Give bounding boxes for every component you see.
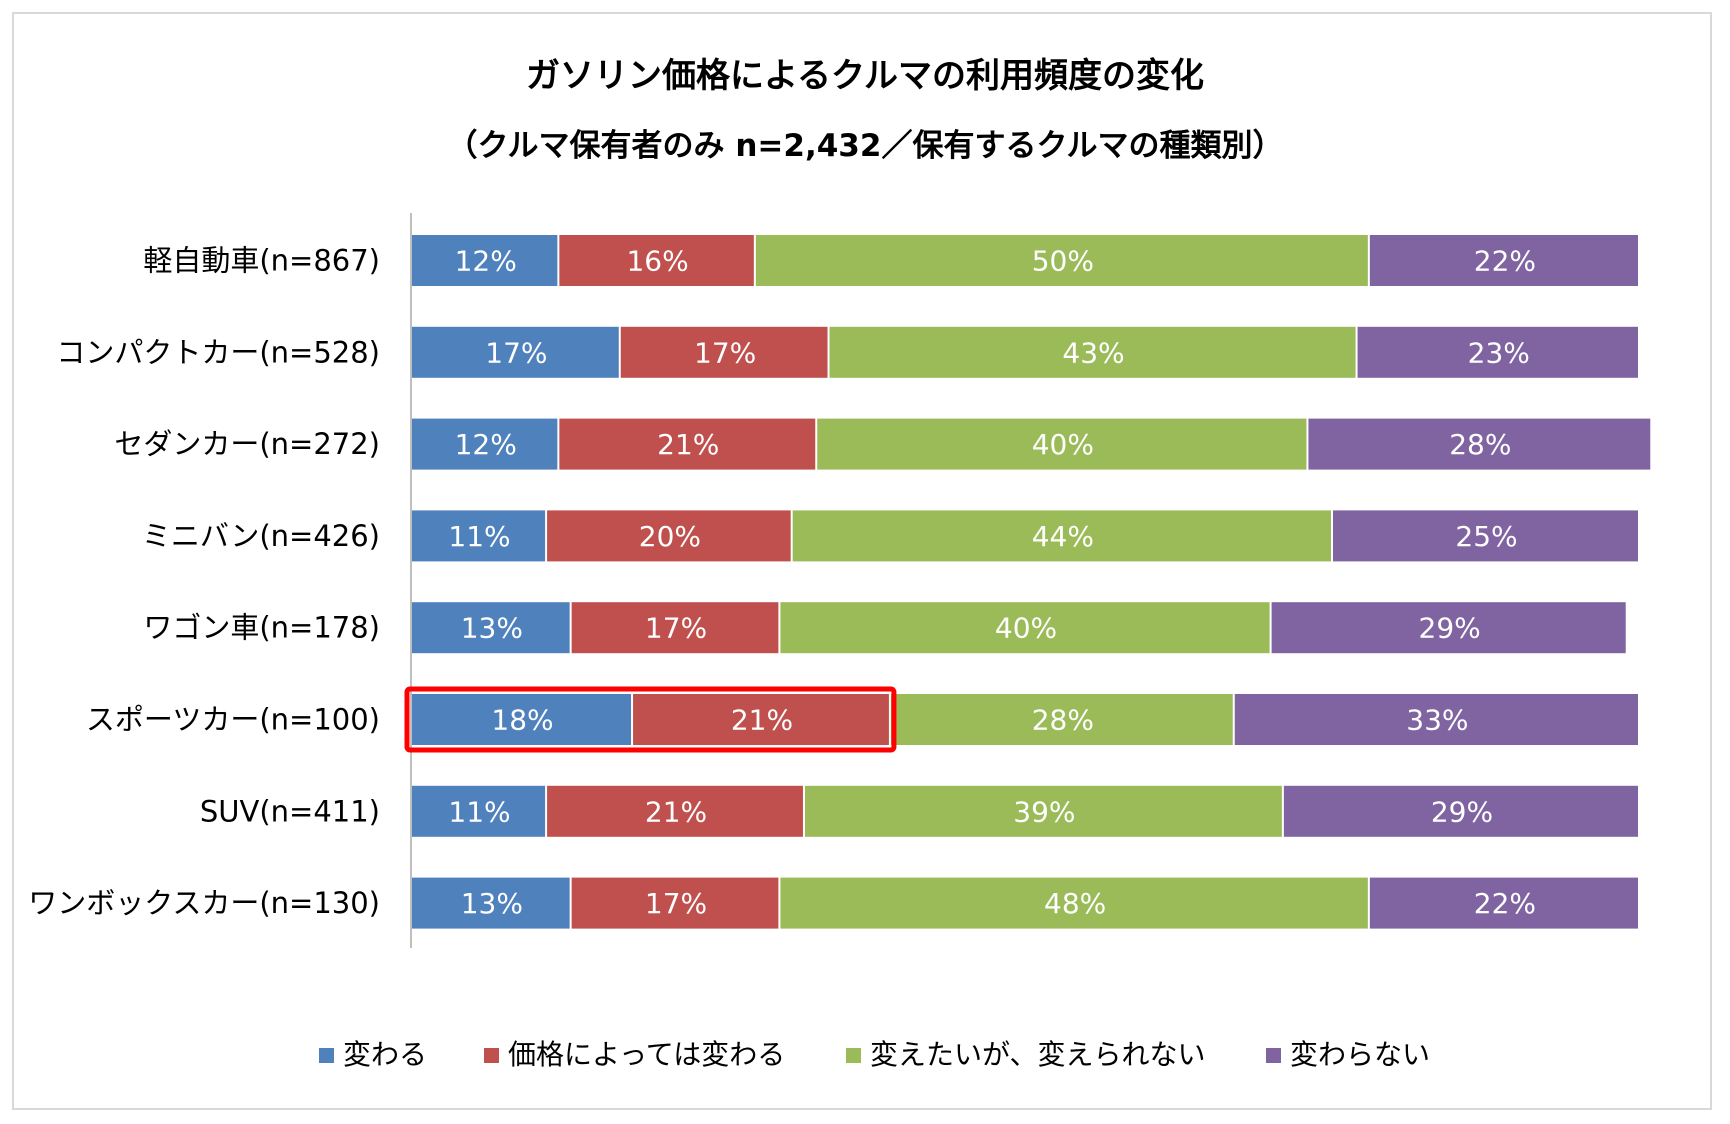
- category-label: 軽自動車(n=867): [143, 244, 380, 278]
- data-label: 12%: [455, 428, 517, 461]
- category-label: ミニバン(n=426): [142, 519, 380, 553]
- bar-segment: [412, 418, 558, 470]
- chart-title: ガソリン価格によるクルマの利用頻度の変化: [526, 56, 1204, 96]
- data-label: 21%: [645, 795, 707, 828]
- legend-label: 変わらない: [1290, 1038, 1430, 1071]
- data-label: 40%: [995, 612, 1057, 645]
- bar-segment: [412, 785, 546, 837]
- legend-swatch: [1266, 1048, 1281, 1063]
- legend-label: 変えたいが、変えられない: [870, 1038, 1205, 1071]
- data-label: 11%: [448, 795, 510, 828]
- data-label: 44%: [1032, 520, 1094, 553]
- data-label: 13%: [461, 612, 523, 645]
- data-label: 22%: [1474, 245, 1536, 278]
- bar-segment: [1308, 418, 1651, 470]
- data-label: 22%: [1474, 887, 1536, 920]
- bar-segment: [547, 510, 791, 562]
- bar-segment: [412, 694, 632, 745]
- chart-subtitle: （クルマ保有者のみ n=2,432／保有するクルマの種類別）: [446, 128, 1284, 164]
- bar-segment: [1369, 877, 1638, 929]
- bar-segment: [571, 877, 779, 929]
- bar-segment: [804, 785, 1282, 837]
- legend-swatch: [484, 1048, 499, 1063]
- bar-segment: [559, 418, 816, 470]
- data-label: 33%: [1406, 704, 1468, 737]
- bar-segment: [1283, 785, 1638, 837]
- bar-segment: [1369, 235, 1638, 286]
- data-label: 17%: [694, 336, 756, 369]
- data-label: 23%: [1468, 336, 1530, 369]
- data-label: 20%: [639, 520, 701, 553]
- bar-segment: [1333, 510, 1638, 562]
- bar-segment: [412, 877, 570, 929]
- bar-segment: [547, 785, 803, 837]
- category-label: ワンボックスカー(n=130): [28, 886, 380, 920]
- bar-segment: [1357, 326, 1638, 378]
- bar-segment: [412, 602, 570, 654]
- data-label: 28%: [1032, 704, 1094, 737]
- bar-segment: [412, 235, 558, 286]
- data-label: 28%: [1449, 428, 1511, 461]
- data-label: 29%: [1419, 612, 1481, 645]
- data-label: 12%: [455, 245, 517, 278]
- legend-label: 価格によっては変わる: [508, 1038, 785, 1071]
- bar-segment: [412, 510, 546, 562]
- data-label: 40%: [1032, 428, 1094, 461]
- category-label: セダンカー(n=272): [114, 427, 380, 461]
- bar-segment: [1234, 694, 1638, 745]
- data-label: 18%: [491, 704, 553, 737]
- data-label: 13%: [461, 887, 523, 920]
- bar-segment: [412, 326, 619, 378]
- data-label: 21%: [731, 704, 793, 737]
- bar-segment: [755, 235, 1368, 286]
- data-label: 29%: [1431, 795, 1493, 828]
- bar-segment: [792, 510, 1331, 562]
- bar-segment: [817, 418, 1307, 470]
- bar-segment: [829, 326, 1356, 378]
- data-label: 11%: [448, 520, 510, 553]
- data-label: 25%: [1455, 520, 1517, 553]
- bar-segment: [780, 602, 1270, 654]
- category-label: SUV(n=411): [200, 794, 380, 828]
- data-label: 43%: [1062, 336, 1124, 369]
- legend-label: 変わる: [343, 1038, 427, 1071]
- bar-segment: [620, 326, 828, 378]
- bar-segment: [780, 877, 1368, 929]
- category-label: スポーツカー(n=100): [86, 703, 380, 737]
- data-label: 48%: [1044, 887, 1106, 920]
- data-label: 17%: [485, 336, 547, 369]
- data-label: 21%: [657, 428, 719, 461]
- bar-segment: [571, 602, 779, 654]
- category-label: コンパクトカー(n=528): [56, 335, 380, 369]
- highlight-box: [404, 686, 897, 753]
- bar-segment: [633, 694, 889, 745]
- bar-segment: [559, 235, 754, 286]
- category-label: ワゴン車(n=178): [143, 611, 380, 645]
- data-label: 16%: [626, 245, 688, 278]
- legend-swatch: [319, 1048, 334, 1063]
- data-label: 39%: [1013, 795, 1075, 828]
- data-label: 17%: [645, 887, 707, 920]
- data-label: 17%: [645, 612, 707, 645]
- bar-segment: [890, 694, 1233, 745]
- data-label: 50%: [1032, 245, 1094, 278]
- bar-segment: [1271, 602, 1626, 654]
- legend-swatch: [846, 1048, 861, 1063]
